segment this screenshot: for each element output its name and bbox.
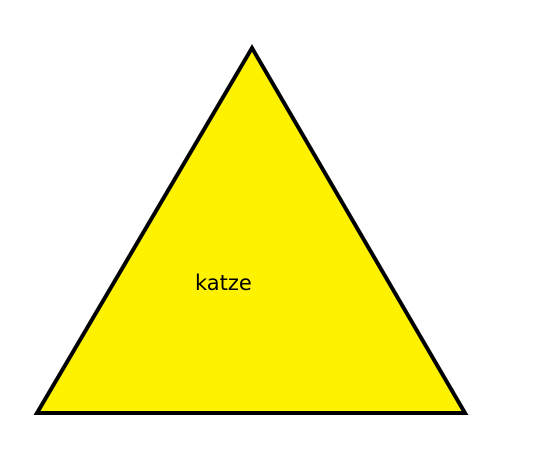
yellow-triangle [33, 44, 469, 415]
triangle-label: katze [195, 271, 252, 295]
